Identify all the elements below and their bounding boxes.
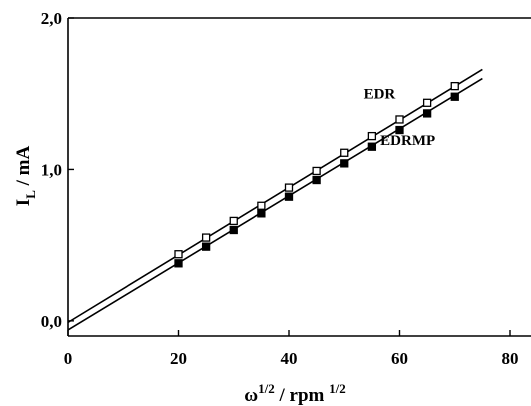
data-point-edr — [340, 148, 349, 157]
y-tick-label: 1,0 — [41, 160, 62, 179]
x-tick-label: 0 — [64, 349, 73, 368]
y-ticks: 0,0 1,0 2,0 — [41, 9, 74, 331]
data-point-edrmp — [201, 242, 211, 251]
y-tick-label: 2,0 — [41, 9, 62, 28]
fit-lines — [67, 68, 483, 331]
fit-line-edr — [67, 68, 483, 324]
data-point-edr — [229, 216, 238, 226]
data-point-edrmp — [340, 159, 349, 168]
y-axis-label: IL / mA — [13, 146, 38, 207]
x-tick-label: 60 — [391, 349, 408, 368]
data-point-edrmp — [257, 209, 266, 218]
data-point-edr — [422, 98, 432, 107]
data-point-edrmp — [450, 92, 459, 101]
data-point-edr — [367, 131, 377, 141]
x-ticks: 0 20 40 60 80 — [64, 330, 519, 368]
data-point-edr — [174, 250, 183, 259]
data-point-edrmp — [229, 225, 238, 235]
data-markers — [174, 81, 459, 268]
data-point-edr — [284, 183, 294, 192]
data-point-edrmp — [174, 259, 183, 268]
x-axis-label: ω1/2 / rpm 1/2 — [244, 381, 346, 406]
fit-line-edrmp — [67, 77, 483, 331]
data-point-edr — [257, 201, 266, 210]
data-point-edr — [201, 233, 211, 242]
series-label-edr: EDR — [364, 86, 396, 102]
x-tick-label: 20 — [170, 349, 187, 368]
data-point-edr — [395, 115, 404, 124]
series-label-edrmp: EDRMP — [380, 133, 435, 149]
data-point-edrmp — [312, 175, 321, 185]
data-point-edrmp — [395, 125, 404, 135]
data-point-edrmp — [422, 109, 432, 118]
x-tick-label: 40 — [281, 349, 298, 368]
data-point-edrmp — [367, 142, 377, 151]
x-tick-label: 80 — [502, 349, 519, 368]
data-point-edr — [450, 81, 459, 91]
y-tick-label: 0,0 — [41, 312, 62, 331]
series-labels: EDR EDRMP — [364, 86, 436, 149]
data-point-edr — [312, 166, 321, 176]
data-point-edrmp — [284, 192, 294, 201]
